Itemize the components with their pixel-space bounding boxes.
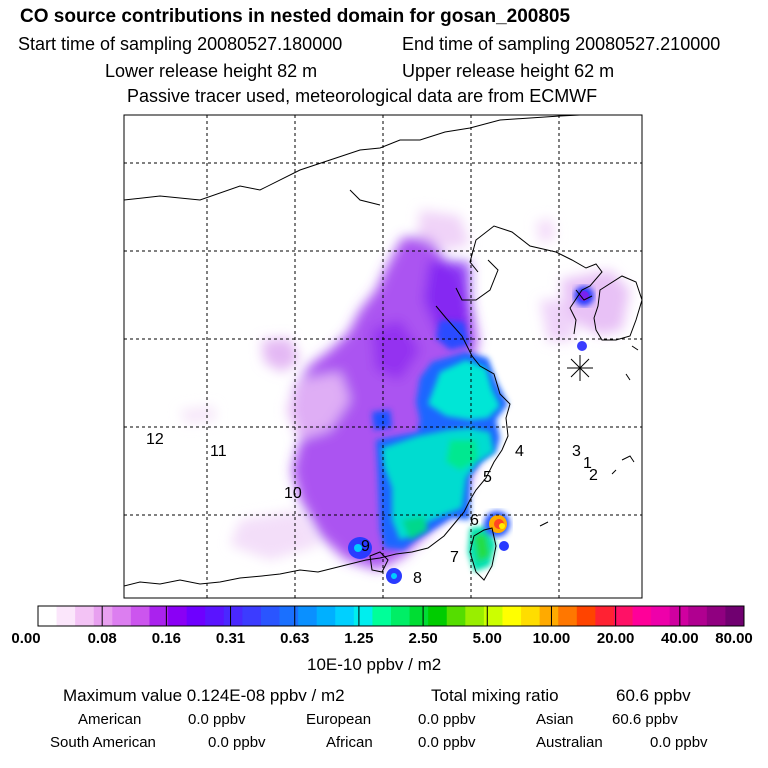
gosan-receptor-marker [567,355,593,381]
colorbar-swatch [93,606,113,626]
colorbar [37,605,745,627]
colorbar-swatch [242,606,262,626]
colorbar-swatch [465,606,485,626]
region-label-1: 1 [583,455,592,472]
region-label-7: 7 [450,549,459,566]
cyan-green-core [382,360,500,572]
tracer-note: Passive tracer used, meteorological data… [127,86,598,106]
colorbar-swatch [75,606,95,626]
concentration-field [180,210,630,584]
colorbar-swatch [38,606,57,626]
colorbar-swatch [56,606,76,626]
region-name-asian: Asian [536,711,574,728]
graticule [124,115,642,598]
colorbar-tick-label: 0.63 [280,630,310,647]
region-label-9: 9 [361,538,370,555]
region-label-4: 4 [515,443,524,460]
colorbar-swatch [205,606,225,626]
colorbar-swatch [651,606,671,626]
colorbar-swatch [260,606,280,626]
colorbar-tick-label: 10.00 [532,630,571,647]
colorbar-swatch [372,606,392,626]
colorbar-tick-label: 0.08 [87,630,117,647]
colorbar-swatch [632,606,652,626]
region-label-2: 2 [589,467,598,484]
colorbar-swatch [279,606,299,626]
region-name-australian: Australian [536,734,603,751]
colorbar-swatch [409,606,429,626]
colorbar-swatch [112,606,132,626]
colorbar-swatch [539,606,559,626]
colorbar-tick-label: 5.00 [472,630,502,647]
start-time: Start time of sampling 20080527.180000 [18,34,343,54]
region-value-south-american: 0.0 ppbv [208,734,266,751]
region-name-european: European [306,711,372,728]
coastlines [124,115,642,587]
total-mixing-ratio-label: Total mixing ratio [431,686,559,705]
colorbar-swatch [149,606,169,626]
colorbar-swatch [428,606,448,626]
colorbar-swatch [688,606,708,626]
colorbar-swatch [558,606,578,626]
colorbar-swatch [298,606,318,626]
region-label-8: 8 [413,570,422,587]
colorbar-units: 10E-10 ppbv / m2 [307,655,442,674]
colorbar-swatch [669,606,689,626]
region-value-asian: 60.6 ppbv [612,711,678,728]
region-name-american: American [78,711,142,728]
colorbar-tick-label: 2.50 [408,630,438,647]
small-hotspots [348,286,594,584]
region-value-american: 0.0 ppbv [188,711,246,728]
colorbar-swatch [130,606,150,626]
map-frame [123,114,643,599]
colorbar-swatch [483,606,503,626]
colorbar-tick-label: 0.00 [11,630,41,647]
colorbar-swatch [168,606,188,626]
region-value-european: 0.0 ppbv [418,711,476,728]
colorbar-swatch [186,606,206,626]
colorbar-swatch [446,606,466,626]
region-labels: 1 2 3 4 5 6 7 8 9 10 11 12 [146,431,598,587]
colorbar-swatch [706,606,726,626]
colorbar-swatch [335,606,355,626]
region-value-african: 0.0 ppbv [418,734,476,751]
region-label-12: 12 [146,431,164,448]
plot-title: CO source contributions in nested domain… [20,6,571,27]
colorbar-swatch [316,606,336,626]
region-label-10: 10 [284,485,302,502]
region-label-3: 3 [572,443,581,460]
colorbar-tick-label: 0.16 [151,630,181,647]
colorbar-swatch [502,606,522,626]
colorbar-swatch [223,606,243,626]
colorbar-swatch [595,606,615,626]
maximum-value: Maximum value 0.124E-08 ppbv / m2 [63,686,345,705]
region-name-south-american: South American [50,734,156,751]
colorbar-frame [37,605,745,627]
region-name-african: African [326,734,373,751]
colorbar-swatch [521,606,541,626]
region-label-5: 5 [483,469,492,486]
colorbar-tick-label: 0.31 [215,630,246,647]
region-label-11: 11 [210,443,227,460]
region-value-australian: 0.0 ppbv [650,734,708,751]
colorbar-swatch [725,606,745,626]
upper-release-height: Upper release height 62 m [402,61,615,81]
total-mixing-ratio-value: 60.6 ppbv [616,686,691,705]
lower-release-height: Lower release height 82 m [105,61,318,81]
colorbar-swatch [576,606,596,626]
end-time: End time of sampling 20080527.210000 [402,34,721,54]
colorbar-tick-label: 40.00 [661,630,699,647]
colorbar-swatch [391,606,410,626]
colorbar-tick-label: 1.25 [344,630,374,647]
colorbar-swatch [353,606,373,626]
hotspot-taiwan-strait [484,511,510,537]
colorbar-swatch [613,606,633,626]
colorbar-tick-label: 20.00 [596,630,635,647]
region-label-6: 6 [470,512,479,529]
colorbar-tick-label: 80.00 [715,630,753,647]
